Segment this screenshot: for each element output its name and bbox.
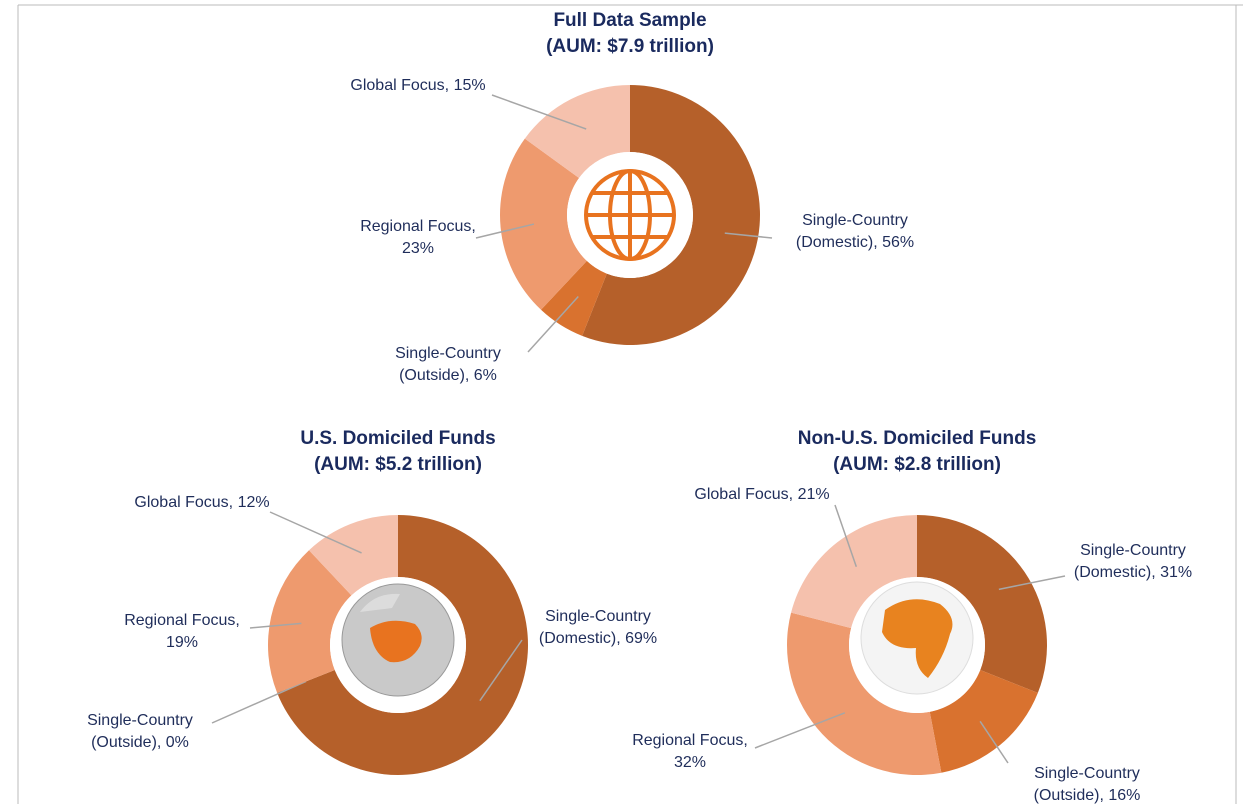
leader-line (527, 295, 579, 353)
leader-line (754, 712, 846, 749)
leader-line (249, 622, 302, 629)
leader-line (479, 639, 523, 702)
donut-slice (541, 260, 607, 336)
data-label: Global Focus, 21% (694, 486, 830, 503)
data-label: Regional Focus, 19% (124, 612, 240, 651)
leader-line (475, 223, 535, 239)
chart-title: U.S. Domiciled Funds (300, 428, 496, 449)
chart-subtitle: (AUM: $5.2 trillion) (314, 454, 482, 475)
americas-globe-icon (341, 583, 455, 697)
donut-slice (524, 85, 630, 178)
data-label: Regional Focus, 23% (360, 218, 476, 257)
data-label: Regional Focus, 32% (632, 732, 748, 771)
leader-line (269, 511, 362, 554)
globe-icon (584, 169, 676, 261)
icons (341, 169, 974, 697)
donut-slice (917, 515, 1048, 693)
chart-title: Non-U.S. Domiciled Funds (797, 428, 1037, 449)
donut-slice (582, 85, 760, 345)
africa-globe-icon (860, 581, 974, 695)
chart-title: Full Data Sample (553, 10, 707, 31)
donut-slice (267, 550, 352, 693)
data-label: Single-Country (Domestic), 69% (538, 608, 658, 647)
leader-line (211, 680, 307, 724)
chart-subtitle: (AUM: $2.8 trillion) (833, 454, 1001, 475)
data-label: Single-Country (Domestic), 56% (795, 212, 915, 251)
leader-line (834, 504, 858, 568)
donut-slice (500, 138, 587, 310)
data-label: Global Focus, 12% (134, 494, 270, 511)
donut-slice (309, 515, 398, 596)
donut-slice (791, 515, 917, 629)
data-label: Single-Country (Outside), 16% (1033, 765, 1141, 804)
leader-line (979, 720, 1009, 764)
data-label: Global Focus, 15% (350, 77, 486, 94)
leader-line (724, 232, 773, 239)
leader-line (998, 575, 1066, 591)
data-label: Single-Country (Outside), 0% (87, 712, 193, 751)
data-label: Single-Country (Domestic), 31% (1073, 542, 1193, 581)
donut-slice (277, 515, 528, 776)
data-label: Single-Country (Outside), 6% (395, 345, 501, 384)
chart-subtitle: (AUM: $7.9 trillion) (546, 36, 714, 57)
donut-slice (929, 670, 1038, 773)
donut-slice (786, 612, 942, 776)
leader-line (491, 94, 587, 130)
